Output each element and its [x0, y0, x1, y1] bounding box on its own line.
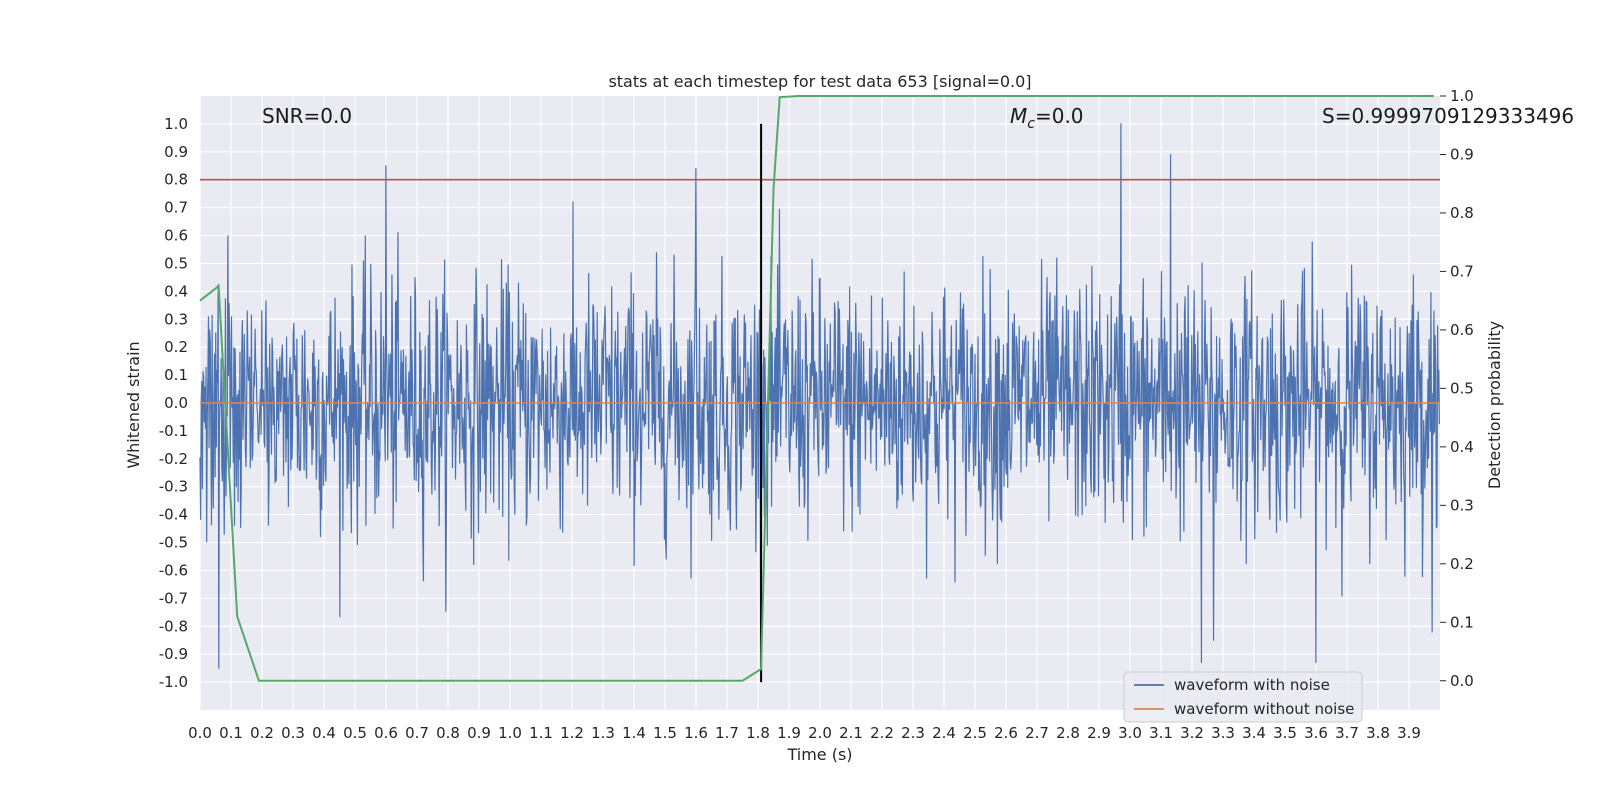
y-tick-label: 0.2	[164, 338, 188, 356]
x-tick-label: 3.9	[1397, 724, 1421, 742]
y-tick-label: 0.9	[164, 143, 188, 161]
y-tick-label: -0.7	[159, 589, 188, 607]
series-line-waveform-with-noise	[199, 123, 1440, 669]
x-tick-label: 1.8	[746, 724, 770, 742]
legend: waveform with noise waveform without noi…	[1123, 671, 1363, 723]
y-tick-label: -0.1	[159, 422, 188, 440]
legend-label-waveform-without-noise: waveform without noise	[1174, 700, 1354, 718]
y2-tick-label: 0.5	[1450, 379, 1474, 397]
y-tick-label: -0.5	[159, 534, 188, 552]
x-tick-label: 1.3	[591, 724, 615, 742]
x-tick-label: 1.1	[529, 724, 553, 742]
y-tick-label: 0.5	[164, 254, 188, 272]
x-tick-label: 2.1	[839, 724, 863, 742]
snr-annotation: SNR=0.0	[262, 104, 352, 128]
y-tick-label: -1.0	[159, 673, 188, 691]
x-tick-label: 1.0	[498, 724, 522, 742]
x-tick-labels: 0.0 0.1 0.2 0.3 0.4 0.5 0.6 0.7 0.8 0.9 1.0 1.1 1.2 1…	[188, 724, 1421, 742]
y-tick-label: -0.6	[159, 561, 188, 579]
x-tick-label: 1.2	[560, 724, 584, 742]
x-tick-label: 2.8	[1056, 724, 1080, 742]
x-tick-label: 2.0	[808, 724, 832, 742]
y2-tick-label: 0.0	[1450, 672, 1474, 690]
y-tick-label: 0.7	[164, 199, 188, 217]
x-tick-label: 1.5	[653, 724, 677, 742]
y-tick-label: 0.4	[164, 282, 188, 300]
y-tick-label: 0.6	[164, 227, 188, 245]
y-tick-label: -0.9	[159, 645, 188, 663]
y-tick-label: 0.8	[164, 171, 188, 189]
y2-tick-label: 0.6	[1450, 321, 1474, 339]
x-tick-label: 3.2	[1180, 724, 1204, 742]
x-tick-label: 3.0	[1118, 724, 1142, 742]
y2-tick-label: 0.4	[1450, 438, 1474, 456]
y-tick-label: -0.3	[159, 478, 188, 496]
x-tick-label: 3.8	[1366, 724, 1390, 742]
chirp-mass-symbol: M	[1010, 104, 1027, 128]
x-axis-label: Time (s)	[786, 745, 852, 764]
x-tick-label: 1.4	[622, 724, 646, 742]
chirp-mass-subscript: c	[1027, 116, 1035, 132]
x-tick-label: 1.7	[715, 724, 739, 742]
y2-tick-label: 0.8	[1450, 204, 1474, 222]
y2-tick-label: 0.1	[1450, 613, 1474, 631]
chart-title: stats at each timestep for test data 653…	[608, 72, 1031, 91]
x-tick-label: 0.0	[188, 724, 212, 742]
x-tick-label: 2.2	[870, 724, 894, 742]
series-line-detection-probability	[199, 95, 1434, 682]
x-tick-label: 2.5	[963, 724, 987, 742]
y-tick-label: 0.1	[164, 366, 188, 384]
x-tick-label: 0.9	[467, 724, 491, 742]
y-tick-label: 0.3	[164, 310, 188, 328]
x-tick-label: 2.4	[932, 724, 956, 742]
y-tick-label: 0.0	[164, 394, 188, 412]
x-tick-label: 0.6	[374, 724, 398, 742]
x-tick-label: 1.6	[684, 724, 708, 742]
x-tick-label: 0.5	[343, 724, 367, 742]
chirp-mass-value: =0.0	[1035, 104, 1084, 128]
x-tick-label: 1.9	[777, 724, 801, 742]
x-tick-label: 0.4	[312, 724, 336, 742]
y2-tick-labels: 1.0 0.9 0.8 0.7 0.6 0.5 0.4 0.3 0.2 0.1 0.0	[1440, 87, 1474, 690]
x-tick-label: 0.7	[405, 724, 429, 742]
legend-box	[1123, 671, 1363, 723]
x-tick-label: 3.1	[1149, 724, 1173, 742]
y2-tick-label: 1.0	[1450, 87, 1474, 105]
s-annotation: S=0.9999709129333496	[1322, 104, 1574, 128]
noise-series	[199, 123, 1440, 669]
y2-tick-label: 0.2	[1450, 555, 1474, 573]
x-tick-label: 3.3	[1211, 724, 1235, 742]
y-tick-label: 1.0	[164, 115, 188, 133]
legend-label-waveform-with-noise: waveform with noise	[1174, 676, 1330, 694]
y-tick-label: -0.8	[159, 617, 188, 635]
x-tick-label: 0.3	[281, 724, 305, 742]
y-tick-labels: 1.0 0.9 0.8 0.7 0.6 0.5 0.4 0.3 0.2 0.1 0.0 -0.1 -0.…	[159, 115, 188, 691]
y-tick-label: -0.4	[159, 506, 188, 524]
x-tick-label: 3.5	[1273, 724, 1297, 742]
x-tick-label: 2.7	[1025, 724, 1049, 742]
y-tick-label: -0.2	[159, 450, 188, 468]
x-tick-label: 2.6	[994, 724, 1018, 742]
y-axis-label: Whitened strain	[124, 341, 143, 468]
x-tick-label: 2.3	[901, 724, 925, 742]
x-tick-label: 0.2	[250, 724, 274, 742]
x-tick-label: 3.4	[1242, 724, 1266, 742]
y2-tick-label: 0.3	[1450, 496, 1474, 514]
chirp-mass-annotation: Mc=0.0	[1010, 104, 1084, 132]
x-tick-label: 0.1	[219, 724, 243, 742]
x-tick-label: 2.9	[1087, 724, 1111, 742]
y2-axis-label: Detection probability	[1485, 321, 1504, 489]
x-tick-label: 3.7	[1335, 724, 1359, 742]
x-tick-label: 0.8	[436, 724, 460, 742]
y2-tick-label: 0.9	[1450, 145, 1474, 163]
x-tick-label: 3.6	[1304, 724, 1328, 742]
y2-tick-label: 0.7	[1450, 262, 1474, 280]
